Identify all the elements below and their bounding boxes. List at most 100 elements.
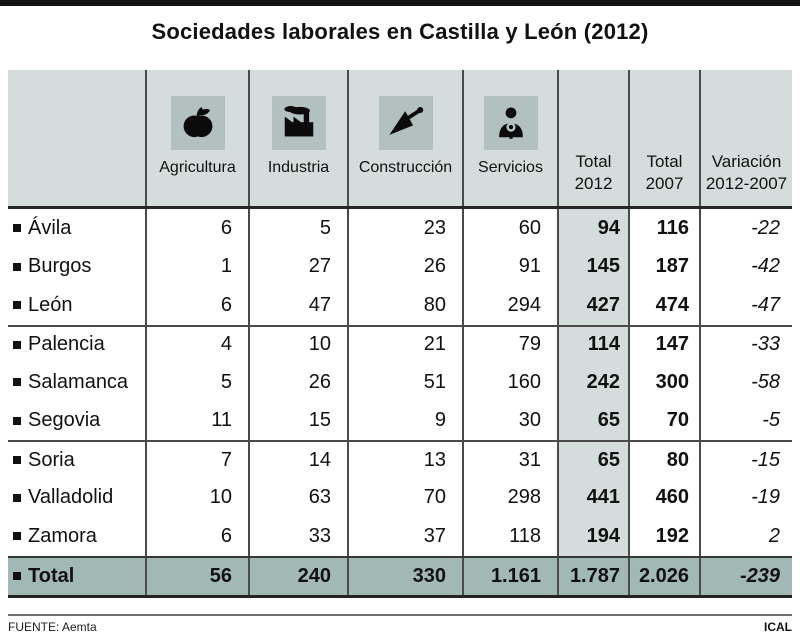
column-label: Servicios <box>478 159 543 176</box>
cell-variacion: -47 <box>699 286 792 325</box>
column-header-total-2007: Total 2007 <box>628 70 699 206</box>
apple-icon <box>170 96 225 150</box>
column-label-line2: 2007 <box>645 174 684 193</box>
cell-industria: 33 <box>248 517 347 556</box>
cell-industria: 27 <box>248 247 347 286</box>
agency-credit: ICAL <box>764 619 792 634</box>
cell-servicios: 160 <box>462 363 557 402</box>
table-row: Valladolid 10 63 70 298 441 460 -19 <box>8 478 792 518</box>
cell-total-2012: 145 <box>557 247 628 286</box>
cell-total-2012: 242 <box>557 363 628 402</box>
table-row: León 6 47 80 294 427 474 -47 <box>8 286 792 325</box>
cell-construccion: 70 <box>347 478 462 517</box>
cell-total-2012: 65 <box>557 442 628 479</box>
column-label-line2: 2012 <box>574 174 613 193</box>
cell-industria: 14 <box>248 442 347 479</box>
row-label: Ávila <box>28 216 72 239</box>
cell-agricultura: 6 <box>145 517 248 556</box>
row-label: Salamanca <box>28 370 129 393</box>
cell-industria: 47 <box>248 286 347 325</box>
cell-total-2007: 187 <box>628 247 699 286</box>
column-label: Industria <box>267 159 330 176</box>
cell-variacion: -19 <box>699 478 792 517</box>
cell-variacion: -33 <box>699 326 792 363</box>
column-label-line1: Variación <box>711 152 782 171</box>
province-label-cell: Zamora <box>8 517 145 556</box>
factory-icon <box>271 96 326 150</box>
cell-total-2012: 427 <box>557 286 628 325</box>
row-label: Palencia <box>28 333 105 356</box>
total-label-cell: Total <box>8 558 145 595</box>
cell-agricultura: 1 <box>145 247 248 286</box>
cell-total-2007: 80 <box>628 442 699 479</box>
cell-construccion: 51 <box>347 363 462 402</box>
table-row: Ávila 6 5 23 60 94 116 -22 <box>8 209 792 248</box>
column-label: Agricultura <box>159 159 236 176</box>
bullet-square-icon <box>13 493 21 502</box>
cell-agricultura: 10 <box>145 478 248 517</box>
cell-industria: 5 <box>248 209 347 248</box>
cell-servicios: 79 <box>462 326 557 363</box>
bullet-square-icon <box>13 224 21 233</box>
cell-variacion: -58 <box>699 363 792 402</box>
column-label-line2: 2012-2007 <box>705 174 788 193</box>
cell-total-2012: 114 <box>557 326 628 363</box>
province-label-cell: Valladolid <box>8 479 145 518</box>
cell-variacion: -15 <box>699 442 792 479</box>
table-row: Palencia 4 10 21 79 114 147 -33 <box>8 324 792 363</box>
bullet-square-icon <box>13 456 21 465</box>
page-title: Sociedades laborales en Castilla y León … <box>151 19 649 44</box>
cell-construccion: 13 <box>347 442 462 479</box>
cell-total-2007: 300 <box>628 363 699 402</box>
top-rule <box>0 0 800 6</box>
cell-variacion: -22 <box>699 209 792 248</box>
cell-agricultura: 6 <box>145 209 248 248</box>
cell-total-2012: 1.787 <box>557 557 628 595</box>
province-label-cell: Segovia <box>8 402 145 441</box>
cell-servicios: 31 <box>462 442 557 479</box>
table-row: Segovia 11 15 9 30 65 70 -5 <box>8 401 792 441</box>
bullet-square-icon <box>13 340 21 349</box>
province-label-cell: Salamanca <box>8 363 145 402</box>
footer: FUENTE: Aemta ICAL <box>8 613 792 634</box>
source-text: FUENTE: Aemta <box>8 619 97 634</box>
column-label-line1: Total <box>575 152 612 171</box>
table-row: Zamora 6 33 37 118 194 192 2 <box>8 517 792 556</box>
cell-servicios: 91 <box>462 247 557 286</box>
cell-construccion: 26 <box>347 247 462 286</box>
header-empty-cell <box>8 70 145 206</box>
bullet-square-icon <box>13 262 21 271</box>
cell-variacion: -239 <box>699 557 792 595</box>
table-header: Agricultura Industria <box>8 70 792 209</box>
column-header-industria: Industria <box>248 70 347 206</box>
cell-total-2007: 2.026 <box>628 557 699 595</box>
cell-agricultura: 4 <box>145 326 248 363</box>
row-label: Valladolid <box>28 486 114 509</box>
cell-construccion: 21 <box>347 326 462 363</box>
cell-total-2007: 70 <box>628 401 699 440</box>
cell-industria: 10 <box>248 326 347 363</box>
cell-agricultura: 5 <box>145 363 248 402</box>
cell-construccion: 37 <box>347 517 462 556</box>
column-header-total-2012: Total 2012 <box>557 70 628 206</box>
cell-industria: 240 <box>248 557 347 595</box>
row-label: León <box>28 293 73 316</box>
table-body: Ávila 6 5 23 60 94 116 -22 Burgos 1 27 26 91 145 187 -4… <box>8 209 792 598</box>
cell-industria: 63 <box>248 478 347 517</box>
cell-industria: 26 <box>248 363 347 402</box>
cell-servicios: 294 <box>462 286 557 325</box>
column-label: Construcción <box>358 159 453 176</box>
bullet-square-icon <box>13 416 21 425</box>
cell-agricultura: 11 <box>145 401 248 440</box>
province-label-cell: Soria <box>8 442 145 479</box>
table-total-row: Total 56 240 330 1.161 1.787 2.026 -239 <box>8 555 792 598</box>
cell-servicios: 298 <box>462 478 557 517</box>
cell-construccion: 9 <box>347 401 462 440</box>
trowel-icon <box>378 96 433 150</box>
column-label-line1: Total <box>646 152 683 171</box>
bullet-square-icon <box>13 301 21 310</box>
column-header-agricultura: Agricultura <box>145 70 248 206</box>
cell-servicios: 60 <box>462 209 557 248</box>
row-label: Soria <box>28 448 75 471</box>
row-label: Segovia <box>28 409 101 432</box>
